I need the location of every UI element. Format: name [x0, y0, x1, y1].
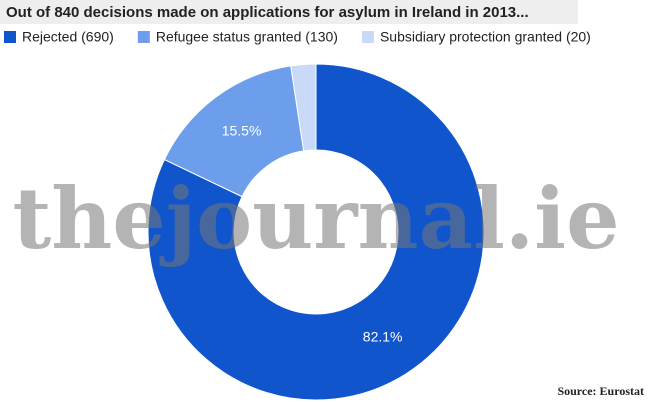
legend-label: Subsidiary protection granted (20) — [380, 29, 591, 45]
title-background — [0, 0, 578, 24]
legend-label: Refugee status granted (130) — [156, 29, 338, 45]
source: Source: Eurostat — [557, 384, 644, 398]
legend-swatch — [137, 31, 150, 43]
watermark: thejournal.ie — [12, 169, 619, 268]
slice-label: 82.1% — [363, 328, 403, 344]
donut: 82.1% 15.5% — [147, 63, 485, 401]
legend-swatch — [4, 31, 16, 43]
legend: Rejected (690) Refugee status granted (13… — [4, 29, 591, 45]
donut-slice — [290, 63, 317, 152]
legend-swatch — [361, 31, 374, 43]
legend-label: Rejected (690) — [22, 29, 114, 45]
slice-label: 15.5% — [222, 122, 262, 138]
donut-slice — [147, 63, 485, 401]
donut-slice — [163, 65, 305, 198]
chart-title: Out of 840 decisions made on application… — [6, 4, 529, 21]
